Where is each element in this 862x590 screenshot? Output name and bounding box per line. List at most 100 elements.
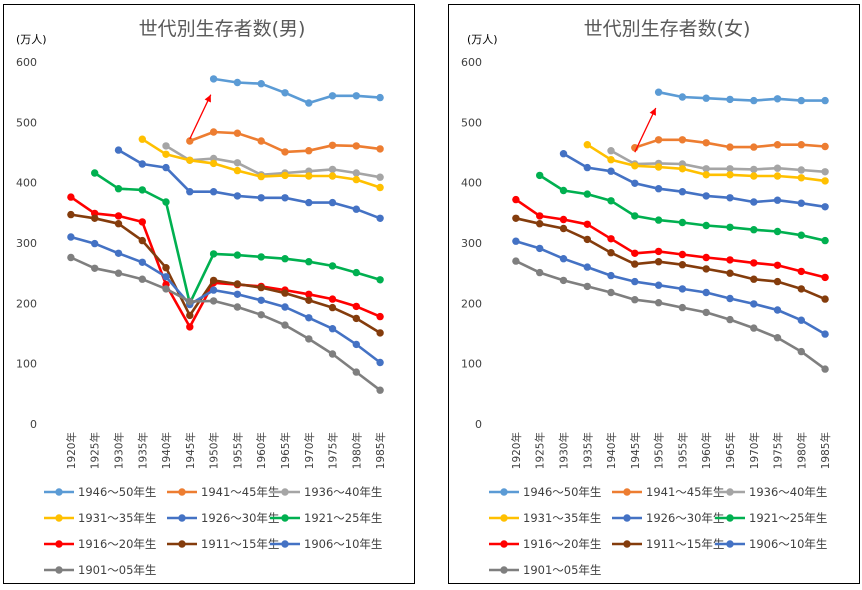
legend-label: 1941〜45年生 — [646, 485, 724, 499]
data-point — [305, 296, 313, 304]
data-point — [281, 148, 289, 156]
chart-title: 世代別生存者数(男) — [139, 18, 306, 40]
data-point — [750, 226, 758, 234]
data-point — [209, 128, 218, 136]
legend-label: 1906〜10年生 — [749, 537, 827, 551]
series-line — [70, 235, 381, 364]
data-point — [631, 212, 639, 220]
legend-marker — [55, 566, 63, 574]
data-point — [607, 271, 615, 280]
series-line — [117, 148, 381, 220]
data-point — [114, 249, 123, 257]
data-point — [654, 185, 663, 193]
data-point — [512, 214, 520, 222]
data-point — [352, 314, 360, 323]
data-point — [138, 236, 146, 245]
y-tick-label: 100 — [16, 358, 37, 371]
data-point — [328, 92, 337, 100]
data-point — [726, 315, 734, 324]
data-point — [233, 192, 242, 200]
data-point — [209, 188, 218, 196]
data-point — [233, 251, 242, 259]
data-point — [376, 358, 384, 367]
data-point — [821, 203, 829, 211]
series-line — [515, 198, 826, 279]
data-point — [631, 249, 639, 257]
data-point — [305, 198, 313, 207]
data-point — [821, 142, 829, 151]
data-point — [162, 163, 170, 172]
legend-label: 1911〜15年生 — [646, 537, 724, 551]
data-point — [257, 172, 265, 181]
x-tick-label: 1940年 — [160, 432, 173, 469]
legend-label: 1916〜20年生 — [523, 537, 601, 551]
x-tick-label: 1960年 — [700, 432, 713, 469]
data-point — [678, 188, 687, 196]
data-point — [233, 290, 242, 298]
data-point — [607, 288, 615, 297]
legend-marker — [623, 540, 631, 548]
y-tick-label: 200 — [16, 297, 37, 310]
x-tick-label: 1955年 — [231, 432, 244, 469]
data-point — [750, 172, 758, 180]
x-tick-label: 1920年 — [65, 432, 78, 469]
series-line — [213, 77, 381, 105]
legend-label: 1931〜35年生 — [523, 511, 601, 525]
data-point — [186, 297, 194, 306]
data-point — [376, 329, 384, 337]
data-point — [305, 258, 313, 266]
data-point — [376, 386, 384, 394]
x-tick-label: 1950年 — [653, 432, 666, 469]
data-point — [186, 137, 194, 145]
legend-marker — [55, 488, 63, 496]
data-point — [559, 150, 568, 158]
data-point — [114, 220, 123, 228]
data-point — [233, 78, 242, 87]
data-point — [536, 244, 544, 253]
legend-label: 1936〜40年生 — [304, 485, 382, 499]
data-point — [138, 275, 146, 283]
data-point — [209, 297, 218, 305]
data-point — [750, 275, 758, 283]
data-point — [281, 194, 289, 202]
data-point — [750, 96, 758, 105]
data-point — [257, 253, 265, 261]
data-point — [773, 141, 782, 149]
legend-marker — [726, 488, 734, 496]
data-point — [631, 277, 639, 286]
x-tick-label: 1985年 — [819, 432, 832, 469]
data-point — [678, 218, 687, 227]
data-point — [821, 177, 829, 185]
data-point — [257, 194, 265, 202]
data-point — [305, 147, 313, 155]
y-tick-label: 500 — [461, 116, 482, 129]
data-point — [257, 80, 265, 88]
data-point — [726, 95, 734, 104]
data-point — [305, 172, 313, 180]
legend-marker — [281, 488, 289, 496]
data-point — [209, 276, 218, 285]
data-point — [67, 210, 75, 219]
data-point — [233, 280, 242, 288]
data-point — [773, 164, 782, 172]
data-point — [352, 175, 360, 184]
data-point — [607, 156, 615, 164]
legend-marker — [178, 540, 186, 548]
data-point — [583, 220, 591, 228]
data-point — [352, 205, 360, 213]
data-point — [607, 197, 615, 205]
data-point — [138, 218, 146, 226]
data-point — [186, 311, 194, 320]
chart-svg-female: 世代別生存者数(女) (万人) 0 100 200 300 400 500 600 1920年… — [461, 18, 832, 577]
data-point — [678, 285, 687, 293]
series-line — [539, 174, 826, 242]
legend-marker — [281, 540, 289, 548]
data-point — [654, 136, 663, 144]
data-point — [726, 165, 734, 173]
data-point — [631, 296, 639, 304]
legend-label: 1946〜50年生 — [78, 485, 156, 499]
legend-marker — [500, 514, 508, 522]
data-point — [702, 265, 710, 273]
legend-marker — [55, 540, 63, 548]
x-tick-label: 1975年 — [327, 432, 340, 469]
